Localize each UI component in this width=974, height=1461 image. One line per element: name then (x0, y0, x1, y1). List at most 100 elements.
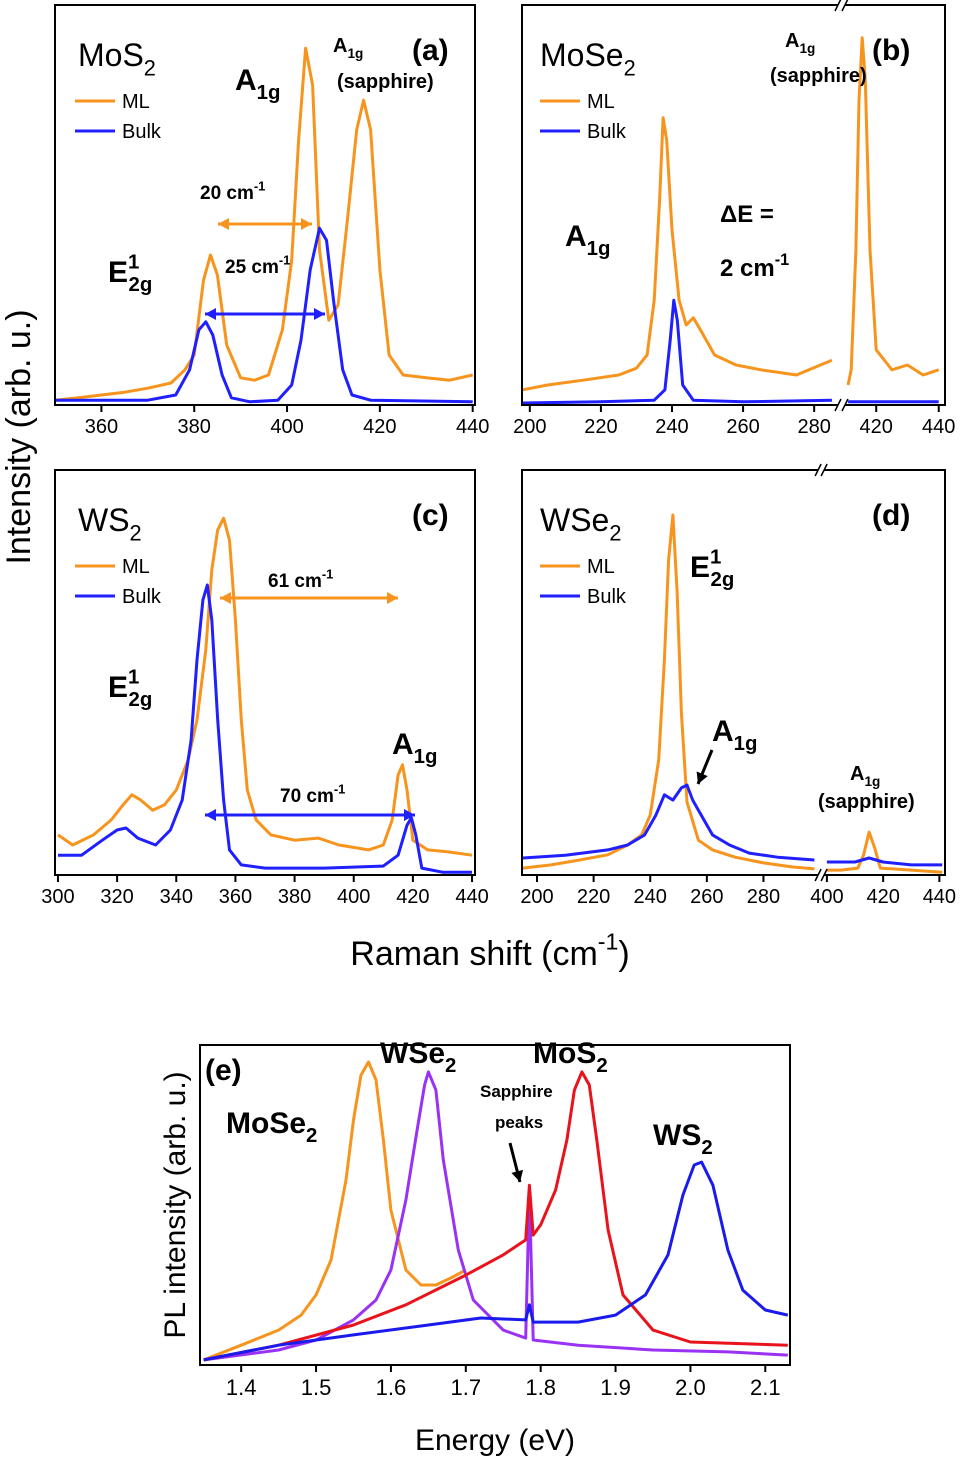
text-part: Raman shift (cm (350, 935, 598, 973)
text-part: 2 (130, 521, 142, 546)
axis-break-gap (818, 466, 825, 474)
series-label: WSe2 (380, 1037, 456, 1077)
shared-y-axis-label: Intensity (arb. u.) (0, 309, 38, 564)
text-part: 2 (306, 1125, 317, 1147)
arrow-head (314, 308, 325, 320)
x-tick-label: 280 (747, 886, 780, 908)
text-part: 2 (445, 1055, 456, 1077)
text-part: 1g (347, 46, 363, 61)
text-part: 2g (129, 274, 153, 296)
text-part: -1 (254, 178, 265, 193)
series-line (522, 783, 943, 867)
panel-label: (a) (412, 34, 449, 67)
x-tick-label: 320 (100, 886, 133, 908)
x-tick-label: 200 (513, 416, 546, 438)
annotation: A1g (712, 715, 757, 755)
plot-frame (521, 469, 946, 876)
x-tick-label: 1.8 (525, 1375, 556, 1400)
text-part: A (392, 728, 414, 761)
text-part: 1g (587, 238, 611, 260)
annotation: 20 cm-1 (200, 178, 265, 204)
series-line (203, 1070, 788, 1362)
x-axis-label: Energy (eV) (415, 1424, 575, 1457)
x-tick-label: 420 (363, 416, 396, 438)
series-label: MoSe2 (226, 1107, 317, 1147)
arrow-head (696, 771, 708, 784)
text-part: A (235, 64, 257, 97)
arrow-head (205, 809, 216, 821)
x-tick-label: 300 (41, 886, 74, 908)
text-part: -1 (598, 929, 619, 955)
panel-material: WS2 (78, 502, 142, 546)
plot-frame (54, 4, 476, 406)
annotation: A1g (785, 30, 815, 56)
x-tick-label: 420 (860, 416, 893, 438)
x-tick-label: 1.4 (226, 1375, 257, 1400)
x-tick-label: 220 (584, 416, 617, 438)
text-part: 1g (414, 746, 438, 768)
panel-material: MoS2 (78, 37, 156, 81)
x-tick-label: 240 (655, 416, 688, 438)
x-tick-label: 380 (278, 886, 311, 908)
annotation: 61 cm-1 (268, 566, 333, 592)
x-tick-label: 260 (726, 416, 759, 438)
text-part: 25 cm (225, 257, 279, 278)
text-part: 2 cm (720, 255, 775, 282)
annotation: (sapphire) (337, 71, 434, 93)
annotation: E1 2g (108, 252, 152, 297)
axis-break (834, 398, 842, 412)
x-tick-label: 360 (219, 886, 252, 908)
x-tick-label: 380 (178, 416, 211, 438)
arrow-head (387, 592, 398, 604)
x-tick-label: 1.6 (376, 1375, 407, 1400)
series-line (55, 46, 474, 402)
text-part: A (712, 715, 734, 748)
text-part: 2g (711, 569, 735, 591)
axis-break (820, 868, 828, 882)
series-line (203, 1060, 467, 1362)
x-tick-label: 1.7 (451, 1375, 482, 1400)
panel-material: MoSe2 (540, 37, 636, 81)
annotation: A1g (392, 728, 437, 768)
x-tick-label: 420 (396, 886, 429, 908)
text-part: 2 (609, 521, 621, 546)
plot-frame (54, 469, 476, 876)
annotation: (sapphire) (818, 791, 915, 813)
text-part: 2 (701, 1137, 712, 1159)
annotation: peaks (495, 1113, 543, 1132)
x-tick-label: 440 (922, 416, 955, 438)
annotation: Sapphire (480, 1082, 553, 1101)
panel-label: (d) (872, 499, 910, 532)
axis-break-gap (818, 871, 825, 879)
text-part: 70 cm (280, 786, 334, 807)
arrow-head (220, 592, 231, 604)
series-line (203, 1160, 789, 1362)
axis-break-gap (837, 401, 845, 409)
legend-label: Bulk (587, 121, 627, 143)
series-label: MoS2 (533, 1037, 608, 1077)
series-line (522, 298, 939, 405)
text-part: E (108, 671, 128, 704)
x-tick-label: 220 (577, 886, 610, 908)
x-tick-label: 2.1 (750, 1375, 781, 1400)
series-line (55, 226, 473, 404)
annotation: (sapphire) (770, 65, 867, 87)
text-part: 20 cm (200, 183, 254, 204)
text-part: -1 (279, 252, 290, 267)
annotation: 25 cm-1 (225, 252, 290, 278)
text-part: 1g (257, 82, 281, 104)
axis-break (820, 463, 828, 477)
text-part: 2 (596, 1055, 607, 1077)
arrow-head (404, 809, 415, 821)
panel-label: (e) (205, 1054, 242, 1087)
text-part: 2 (144, 56, 156, 81)
text-part: WS (653, 1119, 701, 1152)
text-part: E (108, 256, 128, 289)
arrow-head (511, 1169, 524, 1182)
text-part: MoS (533, 1037, 596, 1070)
legend-label: Bulk (122, 586, 162, 608)
panel-label: (c) (412, 499, 449, 532)
annotation: E1 2g (690, 547, 734, 592)
